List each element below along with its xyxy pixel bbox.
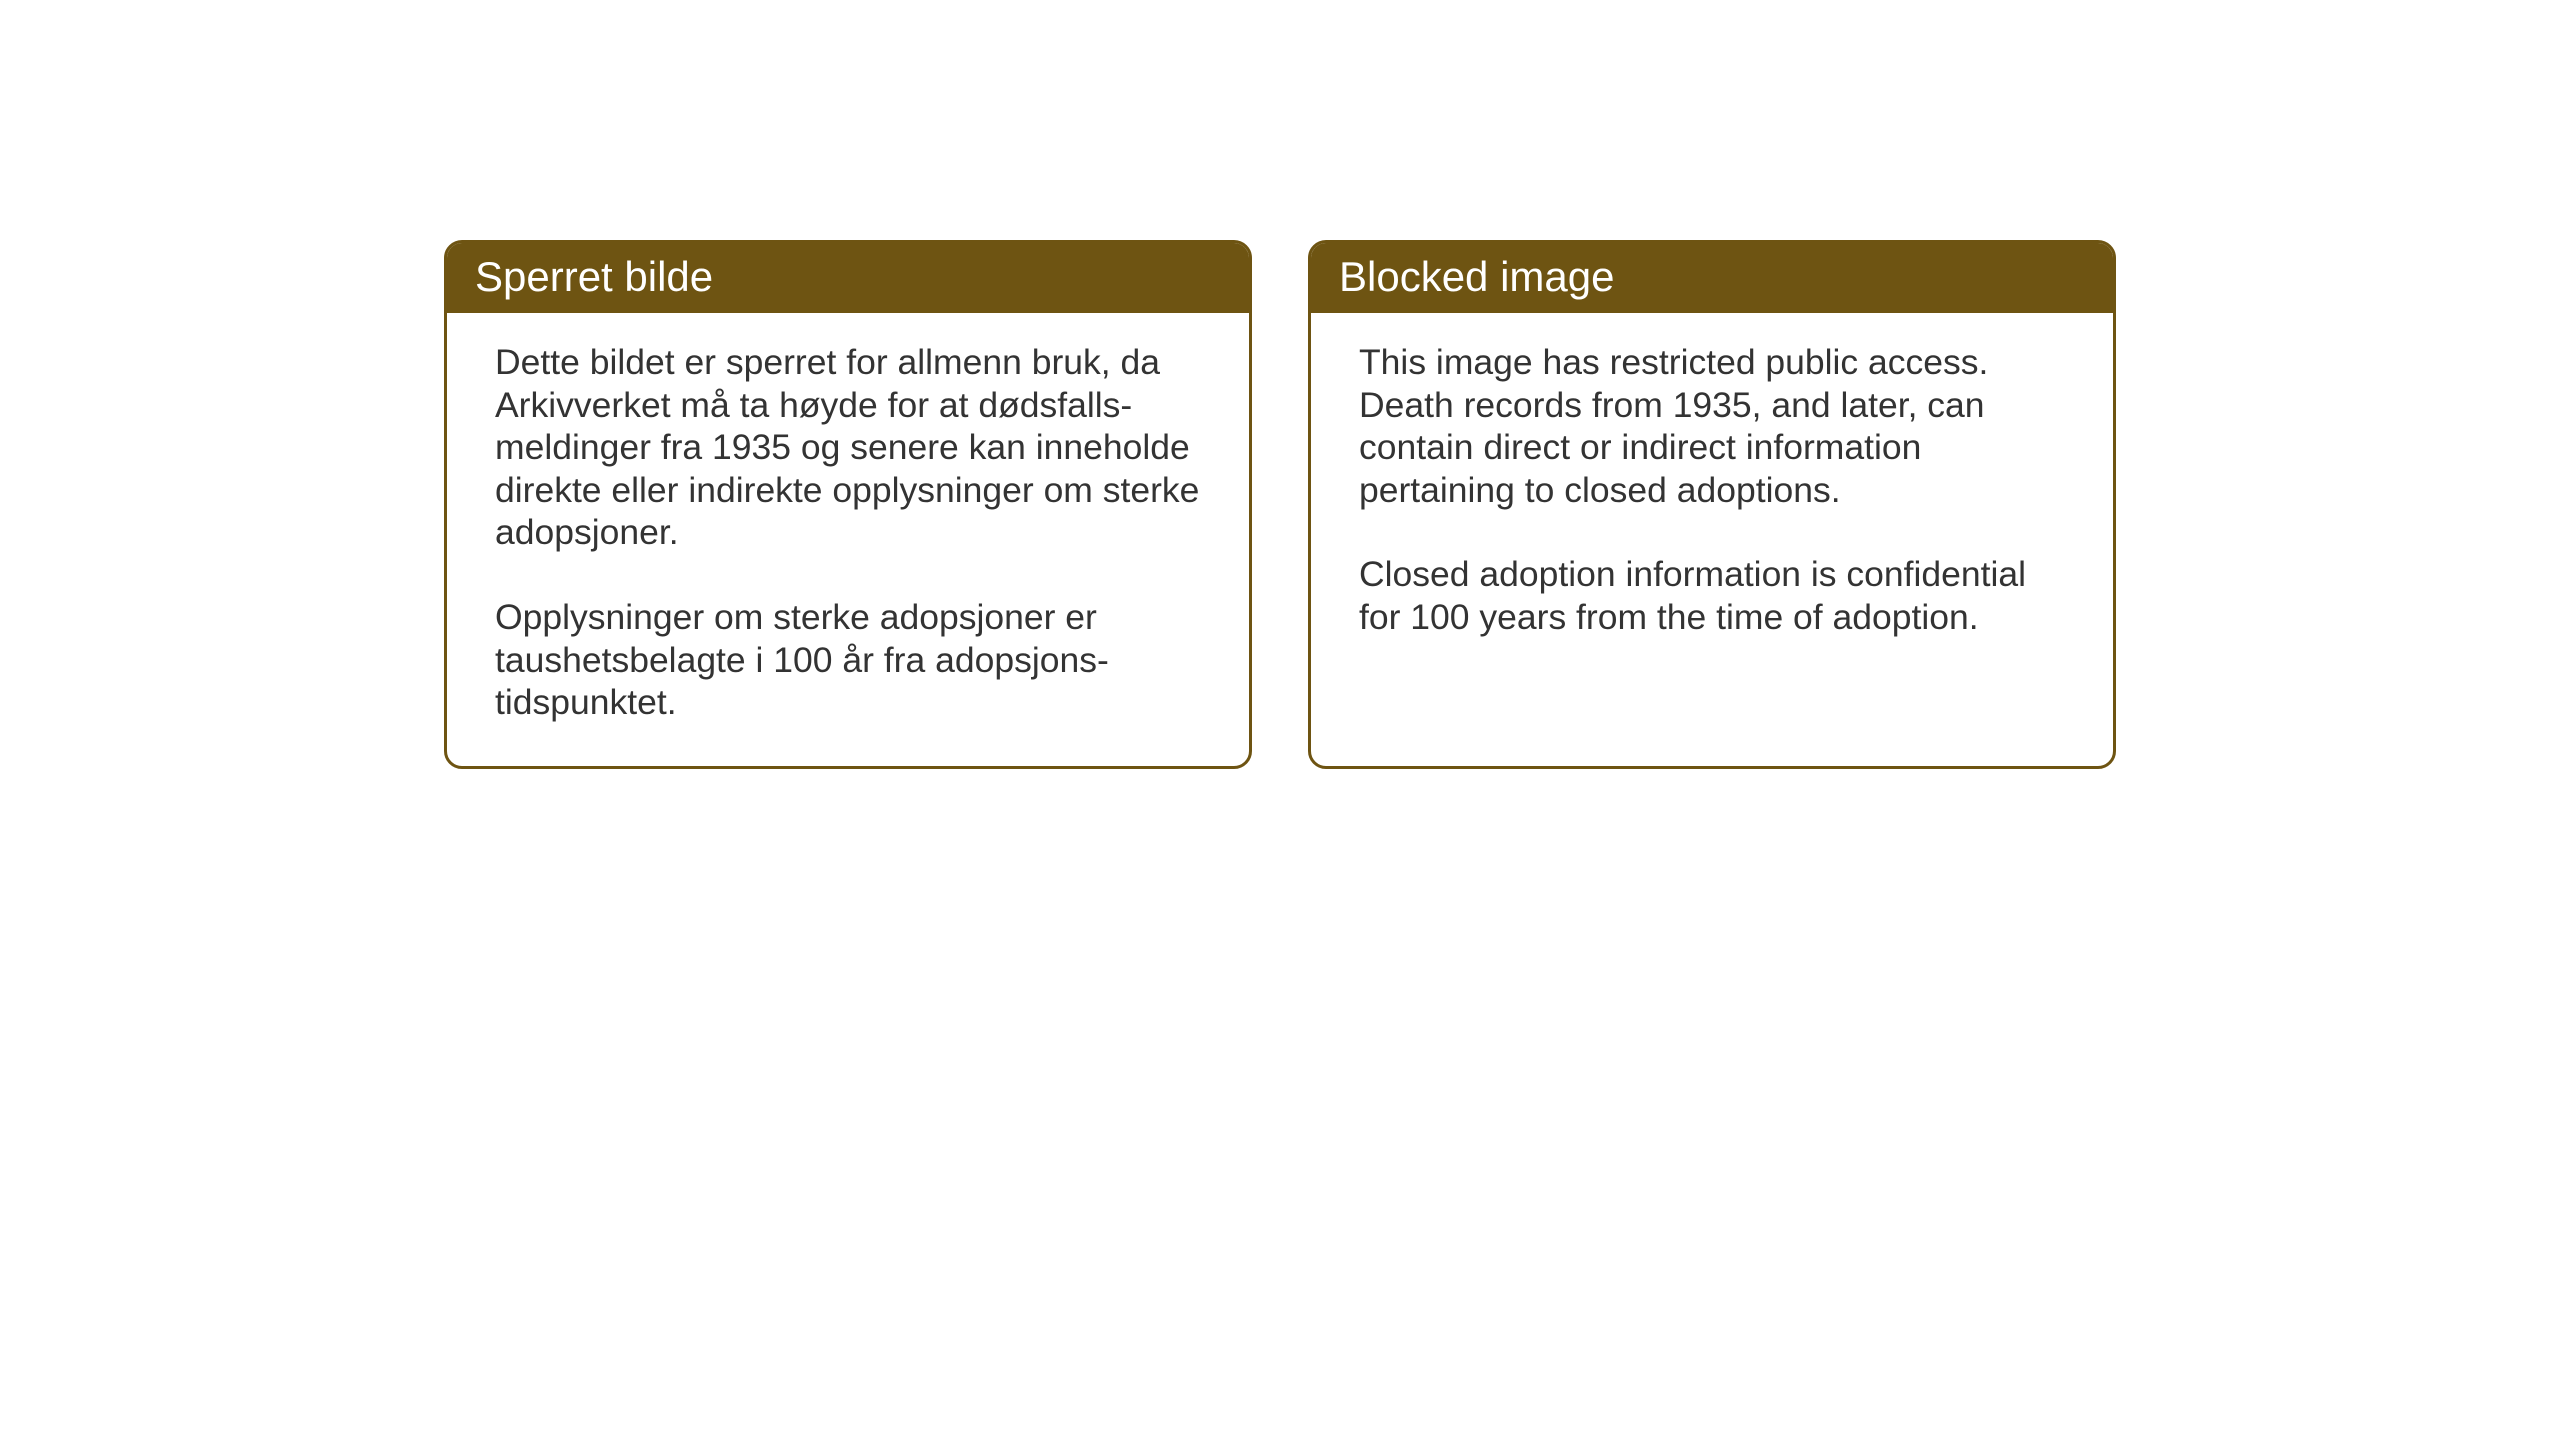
card-norwegian-title: Sperret bilde (475, 253, 713, 300)
cards-container: Sperret bilde Dette bildet er sperret fo… (444, 240, 2116, 769)
card-english-title: Blocked image (1339, 253, 1614, 300)
card-norwegian-header: Sperret bilde (447, 243, 1249, 313)
card-english-paragraph-1: This image has restricted public access.… (1359, 341, 2073, 511)
card-norwegian-paragraph-2: Opplysninger om sterke adopsjoner er tau… (495, 596, 1209, 724)
card-english-paragraph-2: Closed adoption information is confident… (1359, 553, 2073, 638)
card-english: Blocked image This image has restricted … (1308, 240, 2116, 769)
card-norwegian-paragraph-1: Dette bildet er sperret for allmenn bruk… (495, 341, 1209, 554)
card-norwegian: Sperret bilde Dette bildet er sperret fo… (444, 240, 1252, 769)
card-english-header: Blocked image (1311, 243, 2113, 313)
card-english-body: This image has restricted public access.… (1311, 313, 2113, 681)
card-norwegian-body: Dette bildet er sperret for allmenn bruk… (447, 313, 1249, 766)
